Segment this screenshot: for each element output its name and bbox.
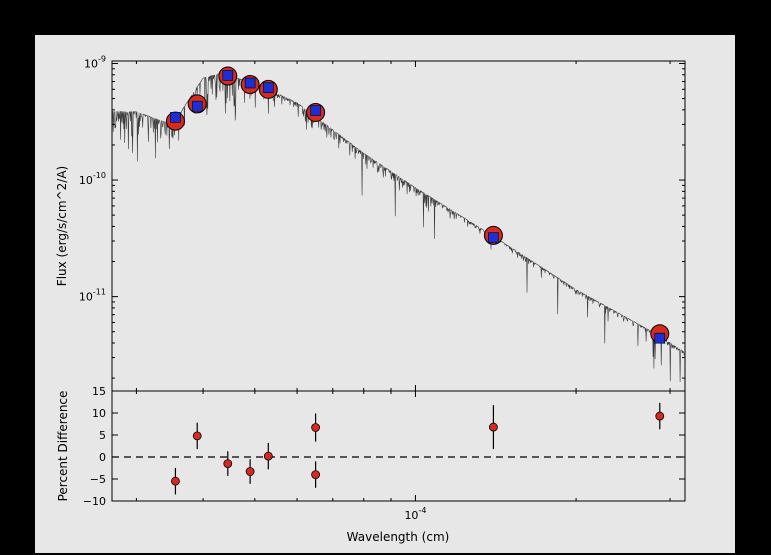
residual-y-tick-label: 0	[99, 451, 106, 464]
residual-y-axis-label: Percent Difference	[56, 391, 70, 502]
flux-y-tick-label: 10-9	[84, 54, 106, 70]
residual-series	[171, 402, 665, 495]
residual-point	[223, 459, 233, 469]
residual-point	[655, 411, 665, 421]
residual-y-tick-label: 10	[92, 407, 106, 420]
residual-x-tick-label: 10-4	[404, 506, 426, 522]
flux-model-series	[170, 70, 666, 344]
flux-y-tick-label: 10-11	[79, 288, 106, 304]
spectrum-path	[111, 73, 686, 382]
spectrum-line	[111, 73, 686, 382]
flux-y-tick-label: 10-10	[79, 171, 106, 187]
residual-y-ticks: −10 −5 0 5 10 15	[83, 385, 685, 508]
x-axis-label: Wavelength (cm)	[347, 530, 450, 544]
residual-point	[192, 431, 202, 441]
model-point	[191, 100, 203, 112]
residual-plot-area	[111, 390, 686, 502]
residual-panel: −10 −5 0 5 10 15 10-4 Percent Difference Wave…	[56, 61, 686, 544]
residual-y-tick-label: 15	[92, 385, 106, 398]
model-point	[310, 105, 321, 116]
residual-point	[263, 451, 273, 461]
residual-y-tick-label: 5	[99, 429, 106, 442]
flux-y-ticks: 10-9 10-10 10-11	[79, 54, 685, 379]
residual-point	[311, 470, 321, 480]
model-point	[263, 82, 274, 93]
residual-point	[311, 423, 321, 432]
model-point	[222, 70, 234, 81]
model-point	[654, 332, 666, 344]
residual-point	[245, 467, 255, 476]
model-point	[488, 232, 499, 244]
residual-point	[489, 422, 498, 432]
model-point	[244, 77, 256, 89]
residual-x-ticks: 10-4	[135, 61, 671, 522]
residual-y-tick-label: −5	[90, 473, 106, 486]
flux-panel: 10-9 10-10 10-11 Flux (erg/s/cm^2/A)	[55, 54, 686, 392]
model-point	[170, 112, 181, 123]
flux-y-axis-label: Flux (erg/s/cm^2/A)	[55, 166, 69, 286]
residual-point	[171, 476, 180, 486]
residual-y-tick-label: −10	[83, 495, 106, 508]
flux-plot-area	[111, 60, 686, 392]
